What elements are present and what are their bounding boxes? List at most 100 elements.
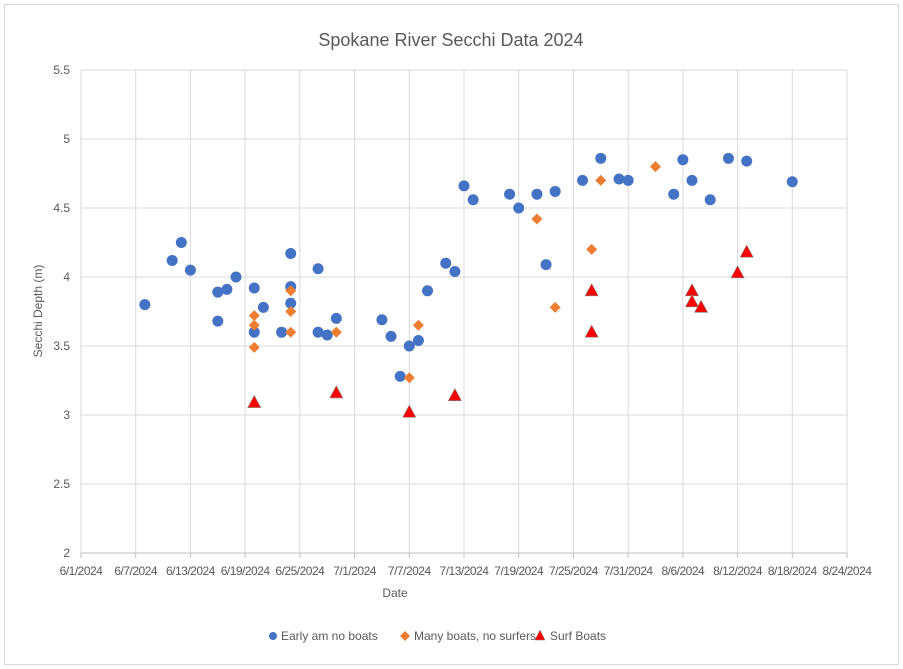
point-early-am-no-boats (422, 285, 434, 297)
point-early-am-no-boats (668, 188, 680, 200)
legend-label-many-boats: Many boats, no surfers (414, 629, 536, 643)
point-surf-boats (584, 283, 599, 297)
legend-label-early-am: Early am no boats (281, 629, 378, 643)
point-surf-boats (684, 294, 699, 308)
point-many-boats-no-surfers (330, 326, 342, 338)
point-early-am-no-boats (285, 248, 297, 260)
point-early-am-no-boats (686, 174, 698, 186)
y-tick-label: 5 (63, 132, 70, 146)
point-early-am-no-boats (403, 340, 415, 352)
legend-marker-early-am (269, 632, 277, 640)
point-early-am-no-boats (312, 263, 324, 275)
x-tick-label: 8/18/2024 (768, 564, 818, 578)
point-early-am-no-boats (175, 237, 187, 248)
x-tick-label: 8/24/2024 (823, 564, 873, 578)
legend-marker-surf-boats (534, 629, 546, 641)
point-surf-boats (739, 244, 754, 258)
point-early-am-no-boats (166, 254, 178, 266)
point-many-boats-no-surfers (403, 372, 415, 384)
point-many-boats-no-surfers (595, 174, 607, 186)
y-tick-label: 3.5 (53, 339, 70, 353)
point-early-am-no-boats (704, 194, 716, 206)
point-early-am-no-boats (330, 312, 342, 324)
gridlines (80, 69, 848, 558)
point-early-am-no-boats (212, 315, 224, 327)
point-early-am-no-boats (786, 176, 798, 188)
point-early-am-no-boats (449, 265, 461, 277)
point-early-am-no-boats (230, 271, 242, 283)
y-tick-label: 5.5 (53, 63, 70, 77)
y-axis-label: Secchi Depth (m) (31, 265, 45, 358)
point-many-boats-no-surfers (549, 301, 561, 313)
x-axis-label: Date (382, 586, 408, 600)
x-tick-label: 6/1/2024 (60, 564, 104, 578)
point-early-am-no-boats (531, 188, 543, 200)
x-tick-label: 7/7/2024 (388, 564, 432, 578)
point-early-am-no-boats (394, 370, 406, 382)
x-tick-label: 6/13/2024 (166, 564, 216, 578)
point-surf-boats (730, 265, 745, 279)
point-early-am-no-boats (577, 174, 589, 186)
point-early-am-no-boats (139, 299, 151, 311)
x-tick-label: 7/1/2024 (333, 564, 377, 578)
legend-label-surf-boats: Surf Boats (550, 629, 606, 643)
point-many-boats-no-surfers (412, 319, 424, 331)
x-tick-label: 8/12/2024 (713, 564, 763, 578)
point-early-am-no-boats (440, 257, 452, 269)
point-early-am-no-boats (184, 264, 196, 276)
point-early-am-no-boats (595, 152, 607, 164)
x-tick-label: 7/19/2024 (494, 564, 544, 578)
x-tick-label: 7/25/2024 (549, 564, 599, 578)
x-tick-label: 6/25/2024 (275, 564, 325, 578)
point-early-am-no-boats (376, 314, 388, 326)
point-surf-boats (447, 388, 462, 401)
point-early-am-no-boats (549, 185, 561, 197)
x-tick-label: 6/19/2024 (221, 564, 271, 578)
point-early-am-no-boats (540, 259, 552, 271)
point-early-am-no-boats (622, 174, 634, 186)
chart-title: Spokane River Secchi Data 2024 (318, 30, 583, 50)
point-many-boats-no-surfers (285, 306, 297, 317)
x-tick-label: 7/13/2024 (440, 564, 490, 578)
point-early-am-no-boats (677, 154, 689, 166)
point-early-am-no-boats (248, 282, 260, 294)
point-early-am-no-boats (467, 194, 479, 206)
chart-frame (4, 4, 899, 665)
point-surf-boats (329, 385, 344, 399)
y-tick-label: 3 (63, 408, 70, 422)
point-many-boats-no-surfers (531, 213, 543, 225)
y-tick-label: 2.5 (53, 477, 70, 491)
point-early-am-no-boats (248, 326, 260, 338)
data-points (139, 152, 798, 418)
point-early-am-no-boats (458, 180, 470, 192)
point-early-am-no-boats (257, 301, 269, 313)
y-axis-ticks: 2 2.5 3 3.5 4 4.5 5 5.5 (53, 63, 70, 560)
x-tick-label: 8/6/2024 (661, 564, 705, 578)
point-many-boats-no-surfers (248, 319, 260, 331)
legend-marker-many-boats (400, 631, 410, 641)
x-tick-label: 6/7/2024 (114, 564, 158, 578)
point-early-am-no-boats (285, 297, 297, 309)
point-many-boats-no-surfers (248, 341, 260, 353)
legend: Early am no boats Many boats, no surfers… (269, 629, 606, 643)
point-early-am-no-boats (321, 329, 333, 341)
x-axis-ticks: 6/1/2024 6/7/2024 6/13/2024 6/19/2024 6/25/2… (60, 564, 873, 578)
point-surf-boats (402, 404, 417, 418)
point-many-boats-no-surfers (248, 310, 260, 322)
point-early-am-no-boats (385, 330, 397, 342)
point-early-am-no-boats (513, 202, 525, 214)
point-surf-boats (694, 299, 709, 313)
point-early-am-no-boats (722, 152, 734, 164)
point-many-boats-no-surfers (285, 285, 297, 297)
point-early-am-no-boats (312, 326, 324, 338)
point-early-am-no-boats (504, 188, 516, 200)
point-surf-boats (247, 394, 262, 408)
point-many-boats-no-surfers (586, 243, 598, 255)
point-early-am-no-boats (212, 286, 224, 298)
y-tick-label: 2 (63, 546, 70, 560)
x-tick-label: 7/31/2024 (604, 564, 654, 578)
point-early-am-no-boats (613, 173, 625, 185)
point-many-boats-no-surfers (285, 326, 297, 338)
point-many-boats-no-surfers (650, 161, 661, 173)
